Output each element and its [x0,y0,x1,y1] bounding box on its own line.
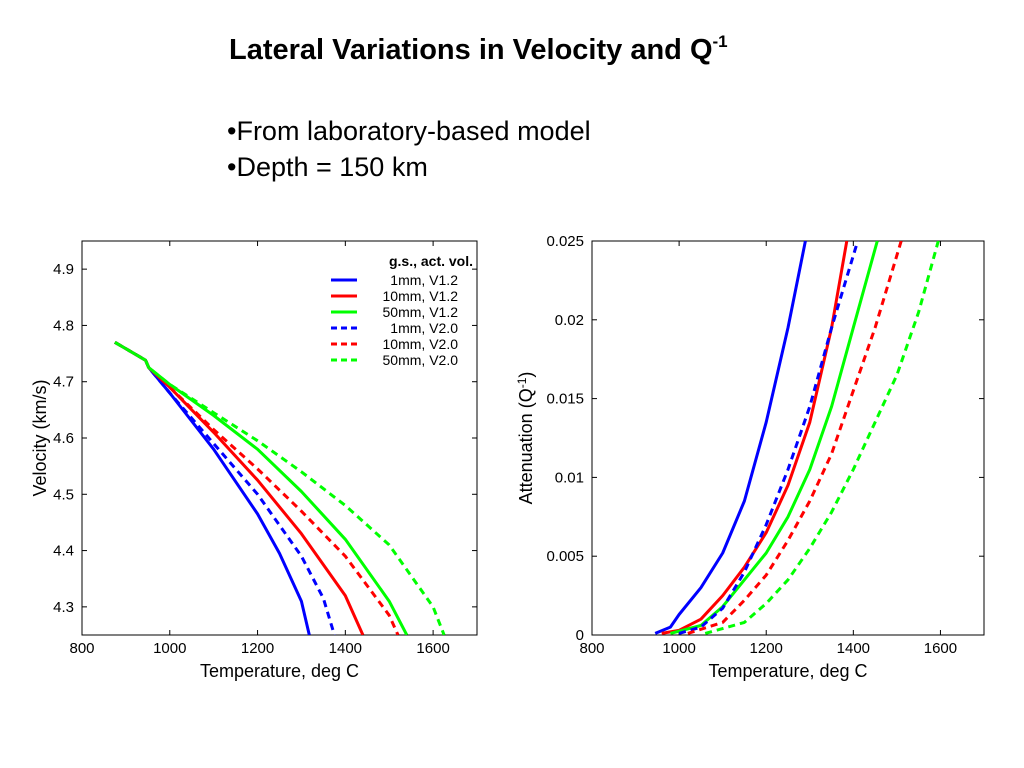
bullet-item: •Depth = 150 km [227,152,428,182]
y-tick-label: 4.6 [53,430,74,447]
x-tick-label: 1000 [153,640,186,657]
y-tick-label: 4.7 [53,374,74,391]
legend-label: 10mm, V1.2 [383,288,459,304]
series-line [654,241,807,635]
y-tick-label: 0 [576,627,584,644]
bullet-item: •From laboratory-based model [227,116,591,146]
x-tick-label: 1600 [416,640,449,657]
legend-label: 1mm, V2.0 [390,320,458,336]
slide-title: Lateral Variations in Velocity and Q-1 [229,32,728,67]
y-tick-label: 4.8 [53,317,74,334]
legend-title: g.s., act. vol. [389,253,473,269]
slide-title-text: Lateral Variations in Velocity and Q [229,34,713,66]
y-tick-label: 0.005 [546,548,584,565]
y-axis-label: Attenuation (Q-1) [515,372,536,505]
y-tick-label: 0.015 [546,391,584,408]
series-line [687,241,903,635]
attenuation-chart: 800 1000 1200 1400 1600 0 0.005 0.01 0.015 0.02 0.… [515,233,985,681]
slide-title-superscript: -1 [712,32,728,51]
x-axis-label: Temperature, deg C [708,661,867,681]
y-tick-label: 0.02 [555,312,584,329]
series-line [704,241,940,635]
series-line [114,341,336,635]
series-line [114,341,409,635]
legend-label: 10mm, V2.0 [383,336,459,352]
legend-label: 1mm, V1.2 [390,272,458,288]
y-tick-label: 4.5 [53,486,74,503]
x-tick-label: 800 [579,640,604,657]
legend-label: 50mm, V1.2 [383,304,459,320]
x-tick-label: 1400 [837,640,870,657]
x-tick-label: 1400 [329,640,362,657]
y-tick-label: 4.9 [53,261,74,278]
series-line [678,241,860,635]
x-tick-label: 1200 [750,640,783,657]
x-tick-label: 1200 [241,640,274,657]
velocity-chart: 800 1000 1200 1400 1600 4.3 4.4 4.5 4.6 4.7 4.8 4.9… [30,240,478,681]
x-tick-label: 800 [69,640,94,657]
y-tick-label: 4.4 [53,543,74,560]
legend-label: 50mm, V2.0 [383,352,459,368]
x-tick-label: 1600 [924,640,957,657]
x-tick-label: 1000 [662,640,695,657]
attenuation-plot-frame [591,240,985,636]
series-line [114,341,446,635]
bullet-list: •From laboratory-based model •Depth = 15… [227,113,591,185]
y-tick-label: 0.01 [555,469,584,486]
y-tick-label: 4.3 [53,599,74,616]
y-axis-label: Velocity (km/s) [30,379,50,496]
series-line [670,241,879,635]
y-tick-label: 0.025 [546,233,584,250]
series-line [661,241,849,635]
x-axis-label: Temperature, deg C [200,661,359,681]
series-line [114,341,400,635]
